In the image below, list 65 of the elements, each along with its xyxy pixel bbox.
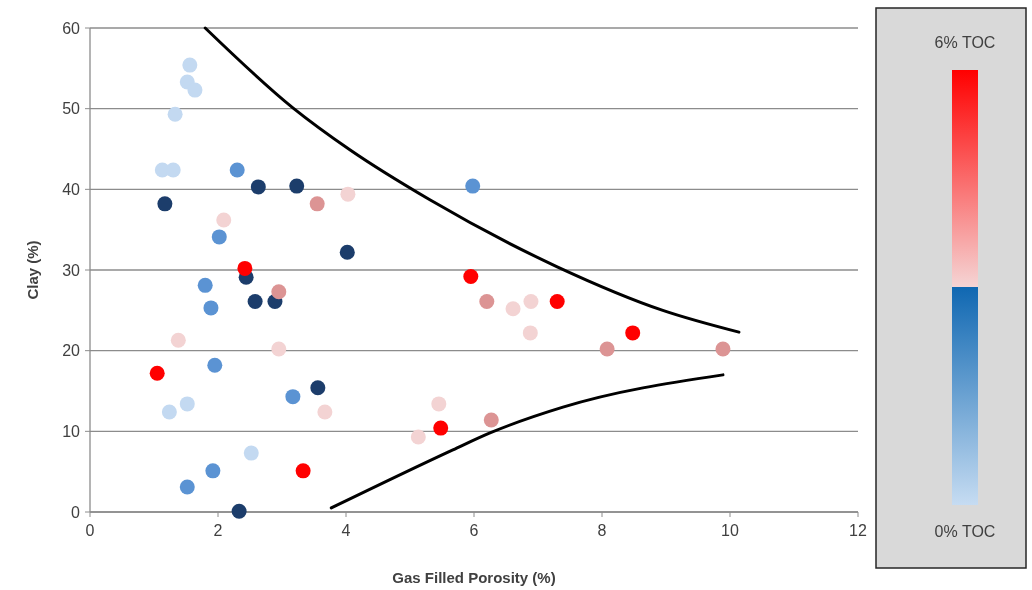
x-tick-label: 0 [85,522,95,539]
point [340,186,356,202]
y-tick-label: 50 [62,100,81,118]
point [170,332,186,348]
y-tick-label: 10 [62,422,81,440]
text: 0% TOC [934,523,996,540]
point [289,178,305,194]
x-tick-label: 10 [721,522,739,539]
point [310,380,326,396]
point [431,396,447,412]
point [505,301,521,317]
point [216,212,232,228]
point [179,396,195,412]
point [207,357,223,373]
x-tick-label: 12 [849,522,867,539]
point [231,503,247,519]
x-tick-label: 2 [213,522,223,539]
text: 6% TOC [934,34,996,51]
point [285,389,301,405]
x-tick-label: 4 [341,522,351,539]
x-tick-label: 8 [597,522,607,539]
point [271,341,287,357]
point [433,420,449,436]
point [599,341,615,357]
y-tick-label: 40 [62,180,81,198]
y-tick-label: 0 [71,503,81,521]
point [247,293,263,309]
point [167,106,183,122]
point [463,268,479,284]
point [295,463,311,479]
point [149,365,165,381]
y-tick-label: 30 [62,261,81,279]
point [549,293,565,309]
line-series [203,26,741,334]
point [479,293,495,309]
y-tick-label: 20 [62,342,81,360]
point [205,463,221,479]
x-axis-title: Gas Filled Porosity (%) [392,569,556,586]
point [339,244,355,260]
point [465,178,481,194]
point [410,429,426,445]
line-series [329,373,725,510]
point [182,57,198,73]
y-axis-title: Clay (%) [24,240,41,300]
point [523,293,539,309]
y-tick-label: 60 [62,19,81,37]
point [197,277,213,293]
x-tick-label: 6 [469,522,479,539]
point [271,284,287,300]
point [161,404,177,420]
point [483,412,499,428]
point [522,325,538,341]
point [229,162,245,178]
point [625,325,641,341]
point [203,300,219,316]
point [237,260,253,276]
point [211,229,227,245]
point [157,196,173,212]
point [309,196,325,212]
point [715,341,731,357]
point [317,404,333,420]
point [187,82,203,98]
point [243,445,259,461]
point [179,479,195,495]
point [250,179,266,195]
